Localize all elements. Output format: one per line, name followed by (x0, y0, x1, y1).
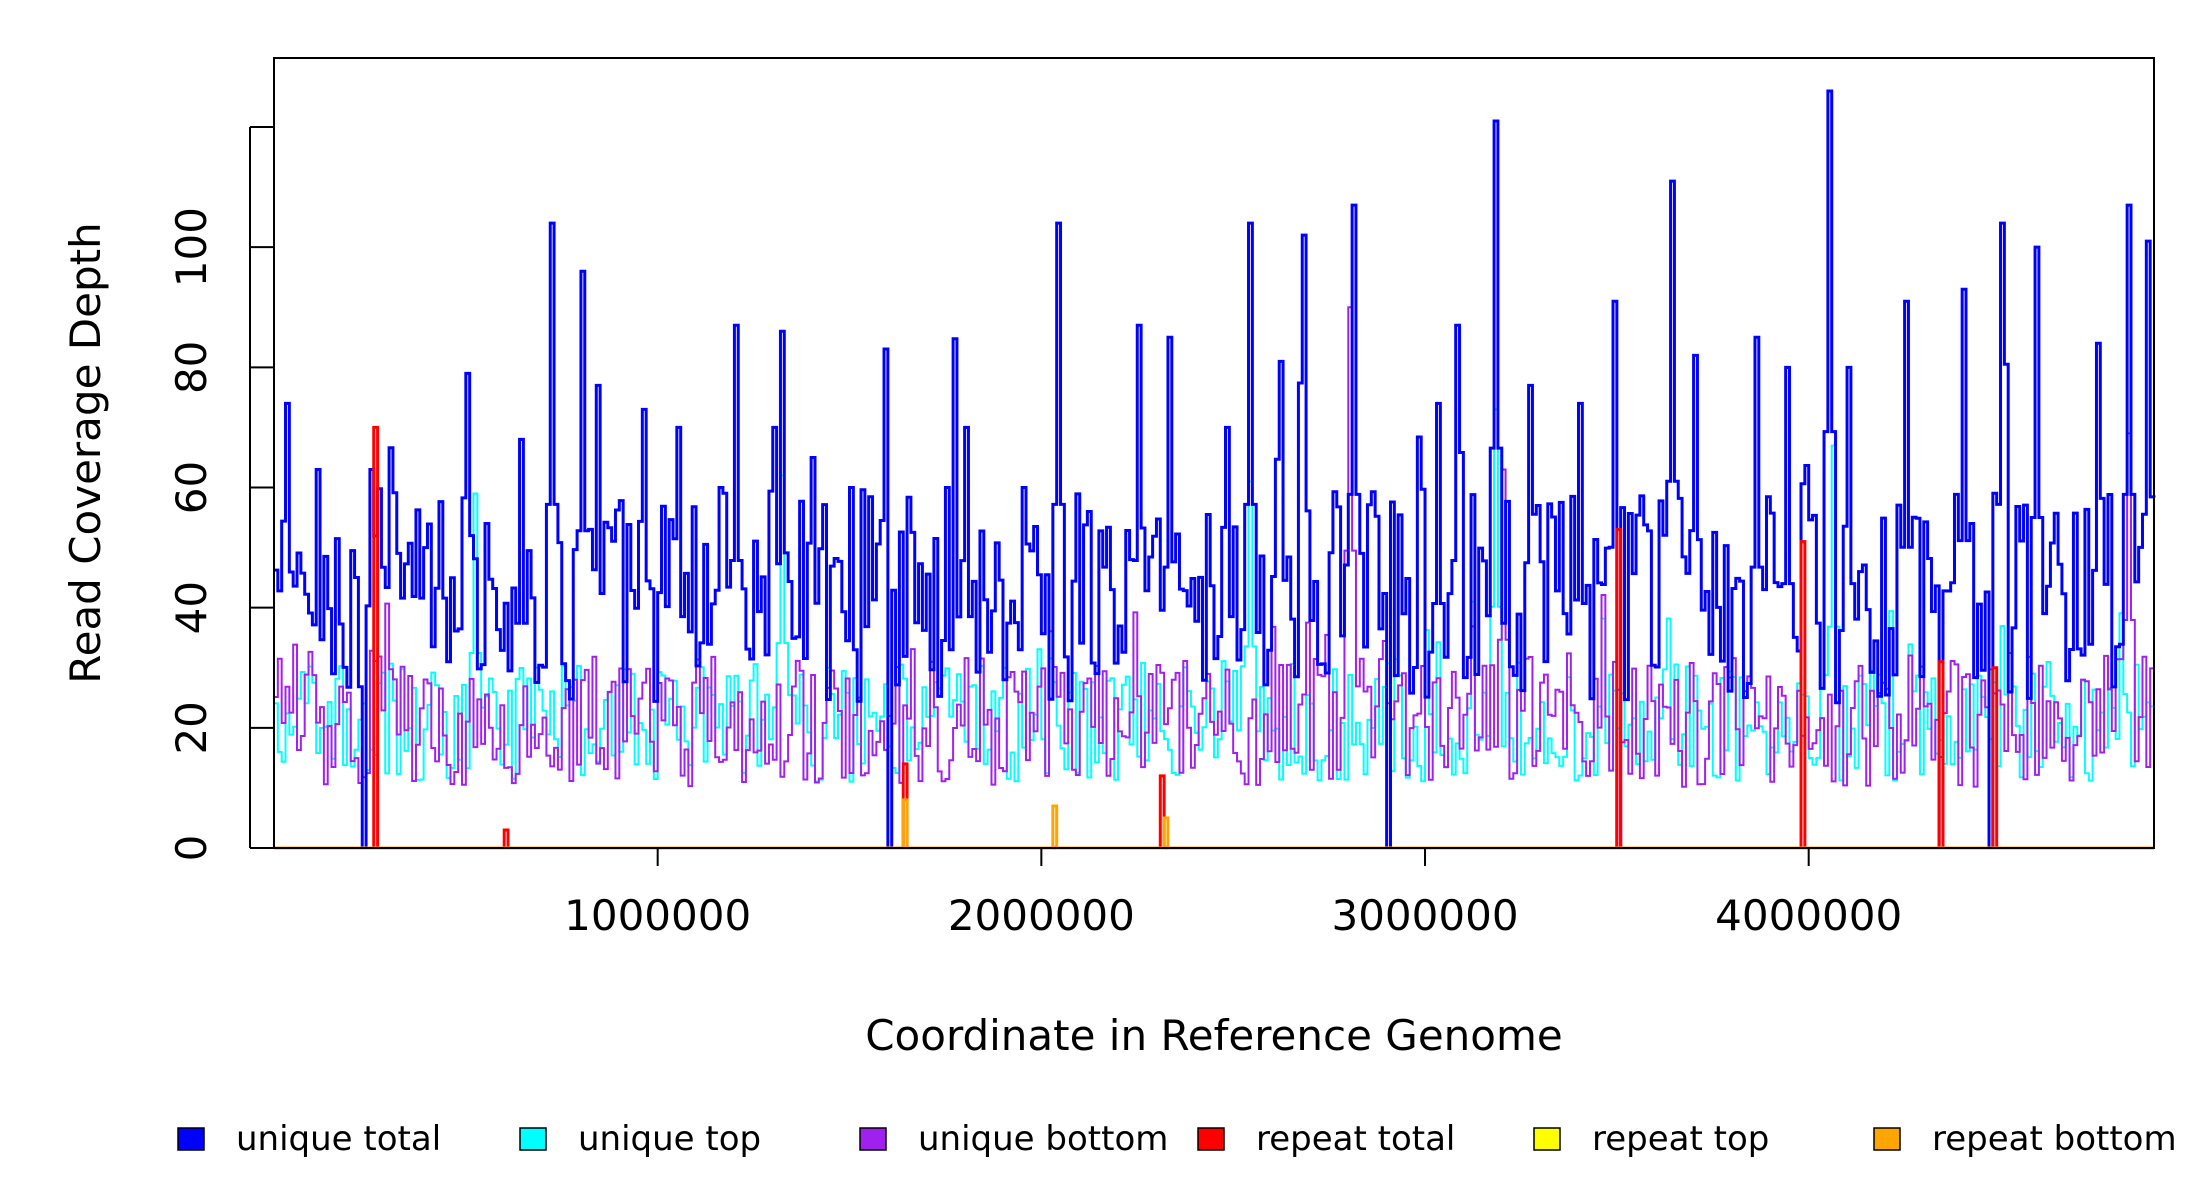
legend-label: repeat top (1592, 1119, 1769, 1159)
legend-label: repeat bottom (1932, 1119, 2177, 1159)
x-axis-label: Coordinate in Reference Genome (865, 1011, 1563, 1060)
y-tick-label: 100 (167, 207, 216, 287)
legend: unique total unique top unique bottom repea… (177, 1119, 2177, 1159)
series-line-unique-total (274, 89, 2156, 850)
legend-swatch (1533, 1127, 1561, 1151)
x-tick-label: 1000000 (564, 891, 751, 940)
x-axis: 1000000 2000000 3000000 4000000 (564, 848, 1902, 940)
y-axis: 0 20 40 60 80 100 (167, 126, 274, 862)
legend-label: unique total (236, 1119, 441, 1159)
y-tick-label: 80 (167, 341, 216, 394)
y-tick-label: 20 (167, 701, 216, 754)
series-line-unique-bottom (274, 306, 2155, 788)
series-layer (274, 89, 2156, 850)
x-tick-label: 2000000 (948, 891, 1135, 940)
legend-swatch (1873, 1127, 1901, 1151)
legend-swatch (519, 1127, 547, 1151)
legend-label: unique bottom (918, 1119, 1168, 1159)
x-tick-label: 3000000 (1331, 891, 1518, 940)
legend-label: repeat total (1256, 1119, 1455, 1159)
series-line-repeat-bottom (274, 798, 2154, 850)
legend-swatch (1197, 1127, 1225, 1151)
legend-label: unique top (578, 1119, 761, 1159)
y-tick-label: 40 (167, 581, 216, 634)
legend-swatch (859, 1127, 887, 1151)
y-axis-label: Read Coverage Depth (61, 222, 110, 683)
x-tick-label: 4000000 (1715, 891, 1902, 940)
y-tick-label: 0 (167, 835, 216, 862)
legend-swatch (177, 1127, 205, 1151)
y-tick-label: 60 (167, 461, 216, 514)
plot-frame (273, 57, 2155, 849)
